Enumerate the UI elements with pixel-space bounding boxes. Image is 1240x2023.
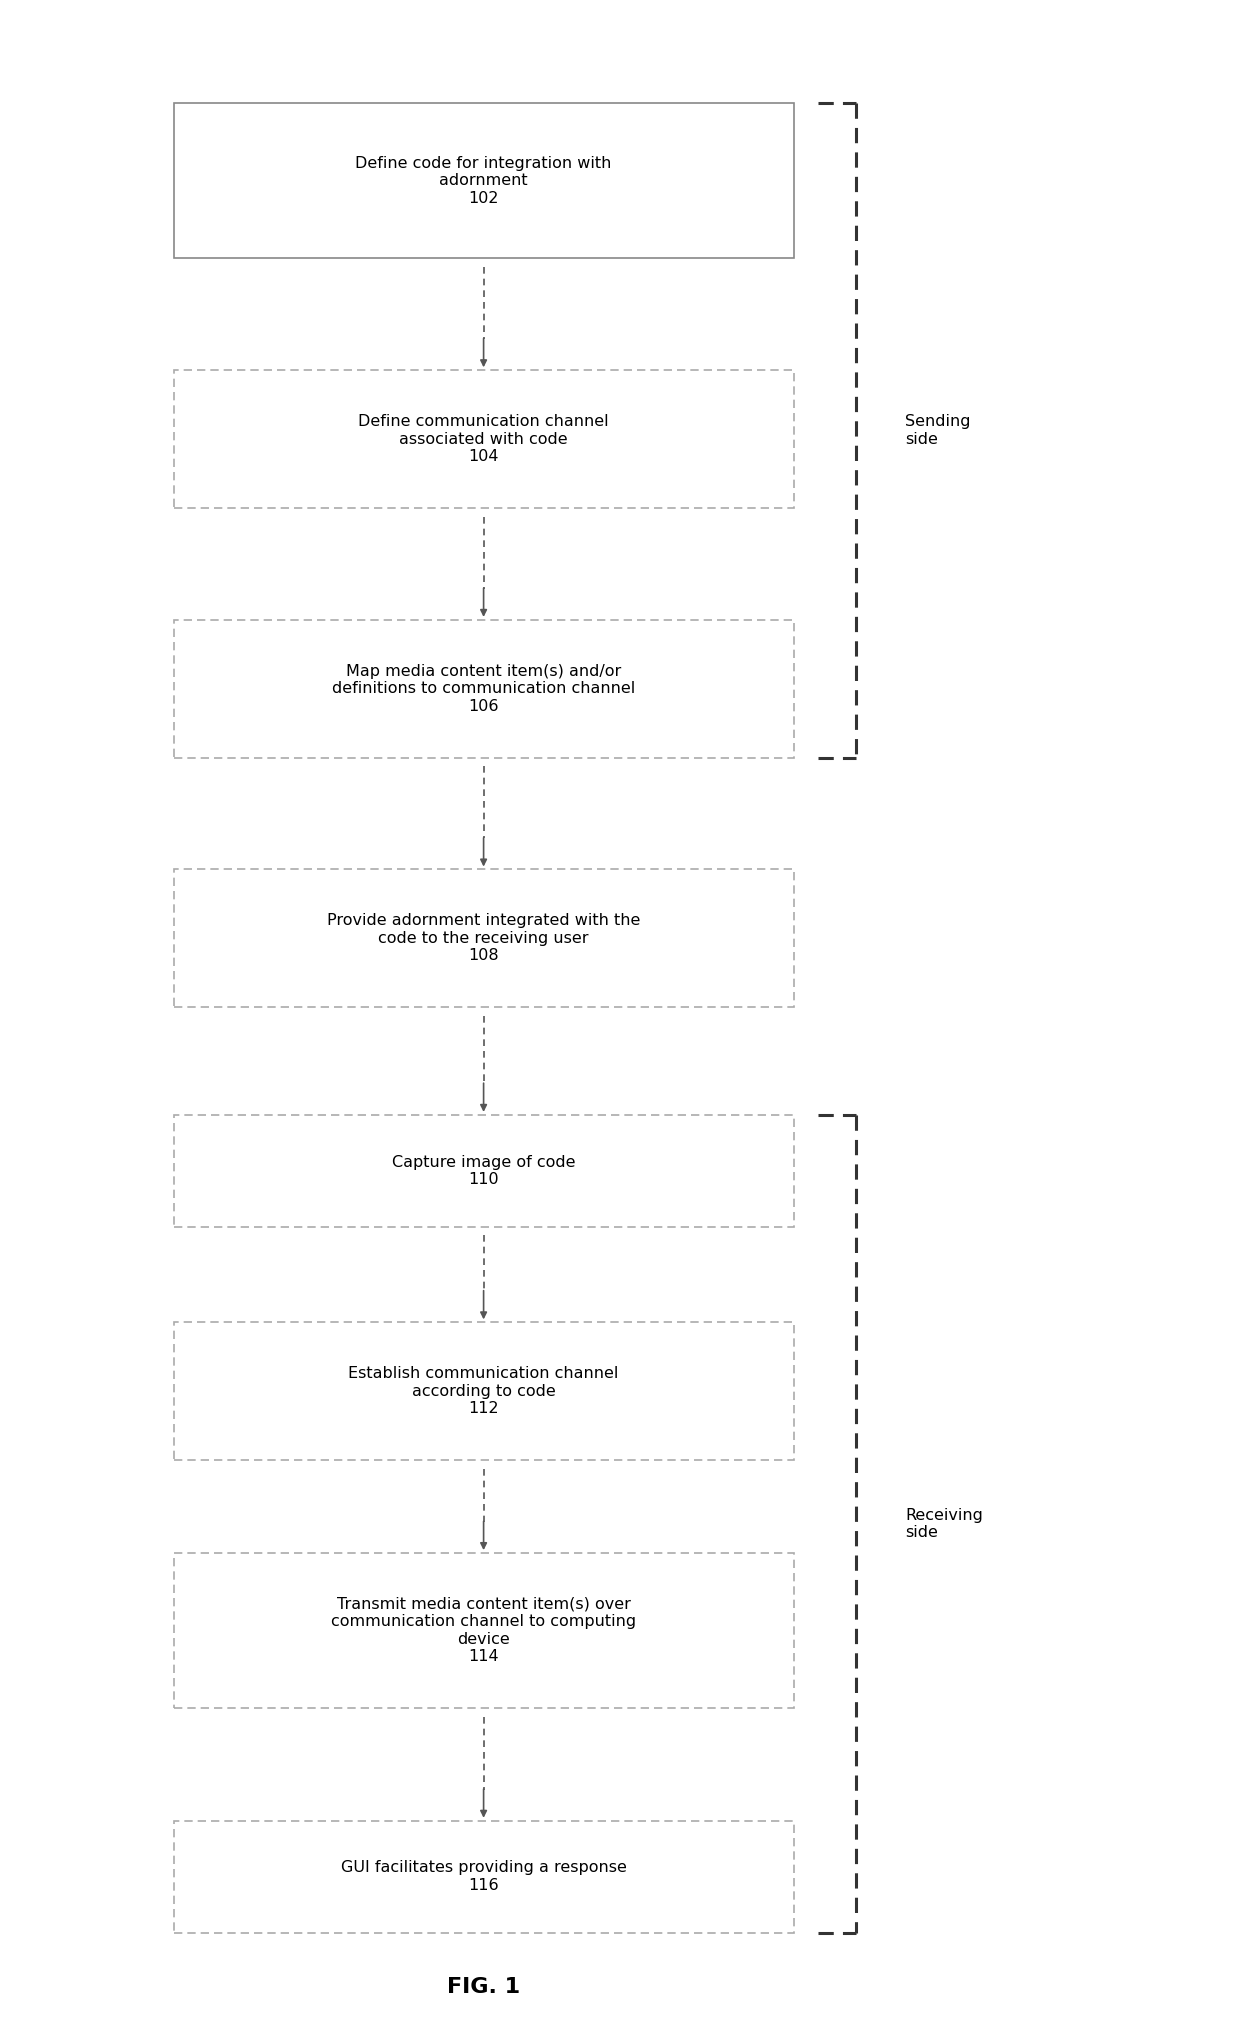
Text: Sending
side: Sending side	[905, 415, 971, 447]
FancyBboxPatch shape	[174, 870, 794, 1007]
FancyBboxPatch shape	[174, 370, 794, 508]
Text: Capture image of code
110: Capture image of code 110	[392, 1155, 575, 1188]
Text: Establish communication channel
according to code
112: Establish communication channel accordin…	[348, 1366, 619, 1416]
Text: Receiving
side: Receiving side	[905, 1507, 983, 1540]
FancyBboxPatch shape	[174, 103, 794, 259]
Text: GUI facilitates providing a response
116: GUI facilitates providing a response 116	[341, 1861, 626, 1894]
FancyBboxPatch shape	[174, 1821, 794, 1932]
Text: FIG. 1: FIG. 1	[448, 1976, 520, 1997]
FancyBboxPatch shape	[174, 619, 794, 757]
Text: Define communication channel
associated with code
104: Define communication channel associated …	[358, 415, 609, 463]
FancyBboxPatch shape	[174, 1115, 794, 1226]
Text: Map media content item(s) and/or
definitions to communication channel
106: Map media content item(s) and/or definit…	[332, 664, 635, 714]
Text: Transmit media content item(s) over
communication channel to computing
device
11: Transmit media content item(s) over comm…	[331, 1596, 636, 1665]
FancyBboxPatch shape	[174, 1554, 794, 1707]
FancyBboxPatch shape	[174, 1323, 794, 1461]
Text: Provide adornment integrated with the
code to the receiving user
108: Provide adornment integrated with the co…	[327, 914, 640, 963]
Text: Define code for integration with
adornment
102: Define code for integration with adornme…	[356, 156, 611, 206]
